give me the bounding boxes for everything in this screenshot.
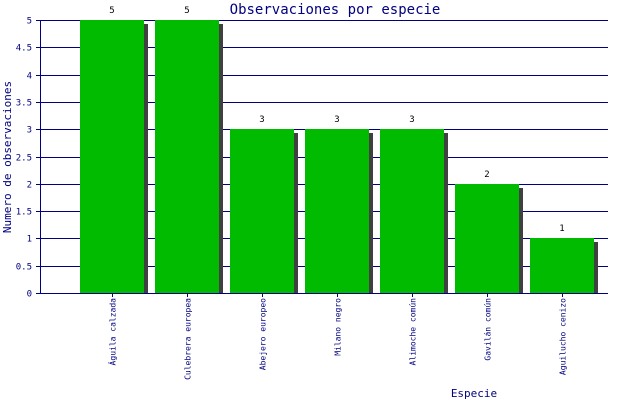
x-tick-label: Gavilán común [484, 298, 493, 361]
bar [380, 129, 444, 293]
y-tick-label: 2.5 [16, 154, 32, 164]
bar-value-label: 1 [559, 224, 564, 234]
bar [530, 238, 594, 293]
x-axis-label: Especie [451, 387, 497, 400]
bar-value-label: 5 [109, 6, 114, 16]
bar [80, 20, 144, 293]
x-tick-label: Milano negro [334, 298, 343, 356]
bar-value-label: 5 [184, 6, 189, 16]
y-tick-label: 3.5 [16, 99, 32, 109]
x-tick-labels: Águila calzada Culebrera europea Abejero e… [107, 293, 568, 380]
y-tick-label: 1 [27, 235, 32, 245]
bar-value-label: 3 [334, 115, 339, 125]
y-tick-label: 4 [27, 72, 32, 82]
bar-value-label: 3 [259, 115, 264, 125]
y-tick-label: 1.5 [16, 208, 32, 218]
y-tick-label: 0.5 [16, 263, 32, 273]
x-tick-label: Águila calzada [107, 298, 118, 366]
x-tick-label: Culebrera europea [184, 298, 193, 380]
x-tick-label: Abejero europeo [259, 298, 268, 370]
bar [305, 129, 369, 293]
y-axis-label: Numero de observaciones [1, 81, 14, 233]
x-tick-label: Alimoche común [409, 298, 418, 366]
value-labels: 5 5 3 3 3 2 1 [109, 6, 564, 234]
x-tick-label: Aguilucho cenizo [559, 298, 568, 375]
chart-title: Observaciones por especie [230, 2, 441, 18]
bar [155, 20, 219, 293]
y-tick-label: 5 [27, 17, 32, 27]
axes [40, 20, 608, 294]
bar-value-label: 2 [484, 170, 489, 180]
bar [230, 129, 294, 293]
y-tick-label: 3 [27, 126, 32, 136]
y-tick-label: 4.5 [16, 44, 32, 54]
y-tick-label: 2 [27, 181, 32, 191]
y-tick-label: 0 [27, 290, 32, 300]
bar [455, 184, 519, 293]
bar-value-label: 3 [409, 115, 414, 125]
y-tick-labels: 0 0.5 1 1.5 2 2.5 3 3.5 4 4.5 5 [16, 17, 40, 300]
bars [80, 20, 598, 293]
